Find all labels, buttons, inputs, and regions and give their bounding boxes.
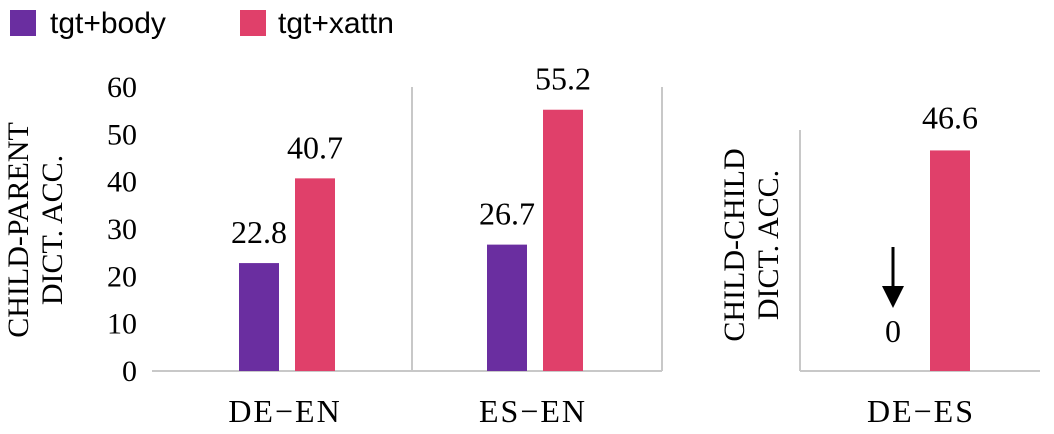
y-axis-title-line-1: CHILD-PARENT [2,122,35,338]
y-axis-ticks: 0 10 20 30 40 50 60 [107,71,137,388]
y-axis-title-line-1: CHILD-CHILD [718,148,751,341]
y-axis-title-line-2: DICT. ACC. [752,170,785,320]
data-label-tgt-body-es-en: 26.7 [479,196,535,232]
legend-label-tgt-body: tgt+body [50,7,166,40]
chart-child-child: CHILD-CHILD DICT. ACC. 046.6 DE−ES [718,99,1040,429]
y-tick-label: 0 [122,355,137,388]
bar-tgt-xattn-es-en [543,109,583,371]
y-tick-label: 30 [107,213,137,246]
arrow-down-icon [882,247,904,308]
legend-label-tgt-xattn: tgt+xattn [278,7,394,40]
data-label-tgt-xattn-de-en: 40.7 [287,129,343,165]
category-label-de-es: DE−ES [867,393,975,429]
legend-swatch-tgt-xattn [240,10,266,36]
y-tick-label: 40 [107,166,137,199]
data-label-tgt-xattn-es-en: 55.2 [535,61,591,97]
y-tick-label: 60 [107,71,137,104]
bar-tgt-body-es-en [487,244,527,371]
y-tick-label: 20 [107,260,137,293]
y-tick-label: 50 [107,118,137,151]
bars-child-parent: 22.8 40.7 26.7 55.2 [231,61,591,371]
data-label-tgt-body-de-es: 0 [885,313,901,349]
legend-swatch-tgt-body [10,10,36,36]
bar-tgt-xattn-de-en [295,178,335,371]
category-label-de-en: DE−EN [228,393,341,429]
chart-child-parent: CHILD-PARENT DICT. ACC. 0 10 20 30 40 50 60 22… [2,61,663,429]
bars-child-child: 046.6 [885,99,978,371]
data-label-tgt-body-de-en: 22.8 [231,214,287,250]
y-axis-title-line-2: DICT. ACC. [36,155,69,305]
y-axis-title-child-child: CHILD-CHILD DICT. ACC. [718,148,785,341]
category-label-es-en: ES−EN [479,393,587,429]
bar-tgt-body-de-en [239,263,279,371]
bar-tgt-xattn-de-es [930,150,970,371]
y-axis-title-child-parent: CHILD-PARENT DICT. ACC. [2,122,69,338]
data-label-tgt-xattn-de-es: 46.6 [922,99,978,135]
y-tick-label: 10 [107,308,137,341]
legend: tgt+body tgt+xattn [10,7,394,40]
